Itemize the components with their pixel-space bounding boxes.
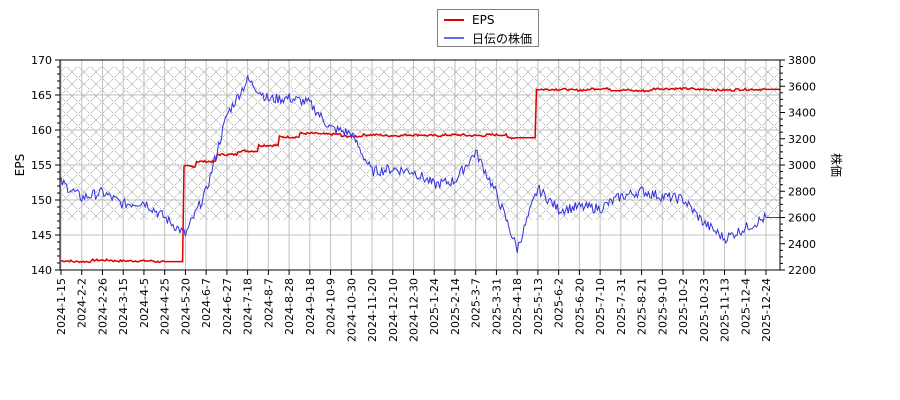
- eps-line: [60, 86, 780, 264]
- x-tick-label: 2024-2-2: [76, 278, 89, 328]
- right-tick-label: 3800: [788, 54, 816, 67]
- x-tick-label: 2025-7-10: [594, 278, 607, 335]
- x-tick-label: 2024-4-25: [159, 278, 172, 335]
- left-axis-title: EPS: [13, 154, 27, 176]
- right-tick-label: 3000: [788, 159, 816, 172]
- x-tick-label: 2025-8-21: [636, 278, 649, 335]
- right-axis-title: 株価: [829, 153, 844, 177]
- right-tick-label: 3600: [788, 80, 816, 93]
- plot-area: [59, 59, 781, 271]
- eps-swatch-icon: [444, 19, 464, 21]
- x-tick-label: 2025-7-31: [615, 278, 628, 335]
- legend-item-eps: EPS: [444, 12, 494, 28]
- x-tick-label: 2025-3-7: [470, 278, 483, 328]
- x-tick-label: 2024-6-27: [221, 278, 234, 335]
- x-tick-label: 2024-8-7: [262, 278, 275, 328]
- x-tick-label: 2025-10-2: [677, 278, 690, 335]
- left-tick-label: 145: [31, 229, 52, 242]
- x-tick-label: 2024-8-28: [283, 278, 296, 335]
- legend-item-price: 日伝の株価: [444, 30, 532, 46]
- x-tick-label: 2025-5-13: [532, 278, 545, 335]
- x-tick-label: 2024-12-10: [387, 278, 400, 342]
- x-tick-label: 2025-11-13: [719, 278, 732, 342]
- x-tick-label: 2025-9-10: [656, 278, 669, 335]
- x-tick-label: 2024-12-30: [408, 278, 421, 342]
- x-tick-label: 2024-2-26: [96, 278, 109, 335]
- price-line: [60, 75, 780, 253]
- left-axis: 140 145 150 155 160 165 170: [31, 54, 60, 277]
- right-tick-label: 3400: [788, 107, 816, 120]
- legend: EPS 日伝の株価: [437, 9, 539, 47]
- x-tick-label: 2025-2-14: [449, 278, 462, 335]
- x-tick-label: 2024-10-9: [325, 278, 338, 335]
- x-tick-label: 2024-7-18: [242, 278, 255, 335]
- x-tick-label: 2024-3-15: [117, 278, 130, 335]
- x-tick-label: 2025-3-31: [490, 278, 503, 335]
- right-tick-label: 2200: [788, 264, 816, 277]
- x-tick-label: 2025-6-20: [573, 278, 586, 335]
- left-tick-label: 160: [31, 124, 52, 137]
- right-tick-label: 3200: [788, 133, 816, 146]
- x-tick-label: 2025-12-4: [739, 278, 752, 335]
- x-tick-label: 2024-4-5: [138, 278, 151, 328]
- left-tick-label: 170: [31, 54, 52, 67]
- right-tick-label: 2400: [788, 238, 816, 251]
- x-tick-label: 2024-6-7: [200, 278, 213, 328]
- left-tick-label: 155: [31, 159, 52, 172]
- left-tick-label: 150: [31, 194, 52, 207]
- legend-label-eps: EPS: [472, 13, 495, 27]
- right-tick-label: 2800: [788, 185, 816, 198]
- left-tick-label: 165: [31, 89, 52, 102]
- legend-label-price: 日伝の株価: [472, 31, 533, 46]
- x-tick-label: 2025-4-18: [511, 278, 524, 335]
- x-tick-label: 2024-1-15: [55, 278, 68, 335]
- x-tick-label: 2025-12-24: [760, 278, 773, 342]
- price-swatch-icon: [444, 37, 464, 39]
- x-tick-label: 2024-11-20: [366, 278, 379, 342]
- x-axis: 2024-1-15 2024-2-2 2024-2-26 2024-3-15 2024-…: [55, 270, 773, 342]
- right-axis: 2200 2400 2600 2800 3000 3200 3400 3600 3800: [780, 54, 816, 277]
- x-tick-label: 2024-10-30: [345, 278, 358, 342]
- x-tick-label: 2025-10-23: [698, 278, 711, 342]
- x-tick-label: 2025-6-2: [553, 278, 566, 328]
- x-tick-label: 2024-9-18: [304, 278, 317, 335]
- hatched-band: [60, 66, 780, 221]
- x-tick-label: 2024-5-20: [179, 278, 192, 335]
- x-tick-label: 2025-1-24: [428, 278, 441, 335]
- left-tick-label: 140: [31, 264, 52, 277]
- right-tick-label: 2600: [788, 212, 816, 225]
